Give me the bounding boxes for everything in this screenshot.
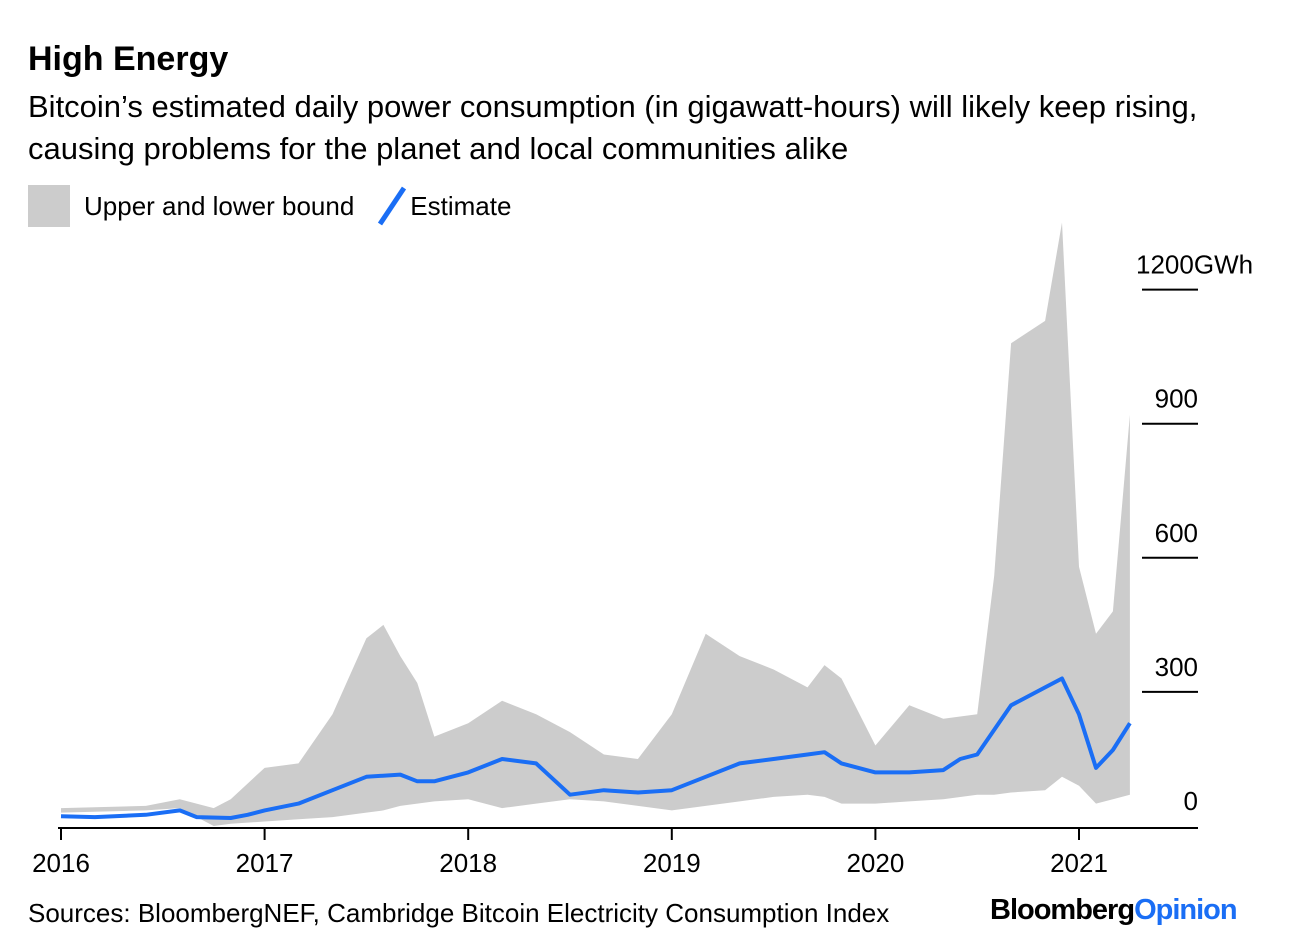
x-tick-label: 2020 bbox=[846, 848, 904, 878]
x-tick-label: 2016 bbox=[32, 848, 90, 878]
y-tick-label: 300 bbox=[1155, 652, 1198, 682]
band-area bbox=[61, 222, 1130, 826]
x-tick-label: 2019 bbox=[643, 848, 701, 878]
legend-line-label: Estimate bbox=[410, 190, 512, 221]
brand-logo: BloombergOpinion bbox=[990, 894, 1238, 927]
legend-line-swatch bbox=[378, 186, 407, 226]
y-tick-label: 900 bbox=[1155, 384, 1198, 414]
y-tick-label: 600 bbox=[1155, 518, 1198, 548]
x-tick-label: 2018 bbox=[439, 848, 497, 878]
chart-subtitle: Bitcoin’s estimated daily power consumpt… bbox=[28, 89, 1198, 166]
sources-note: Sources: BloombergNEF, Cambridge Bitcoin… bbox=[28, 898, 890, 928]
chart-title: High Energy bbox=[28, 40, 229, 78]
estimate-line bbox=[60, 676, 1132, 820]
legend: Upper and lower bound Estimate bbox=[28, 184, 511, 228]
legend-band-label: Upper and lower bound bbox=[84, 190, 355, 221]
brand-suffix: Opinion bbox=[1134, 894, 1238, 926]
y-tick-label: 0 bbox=[1184, 786, 1198, 816]
legend-band-swatch bbox=[28, 185, 70, 227]
brand-name: Bloomberg bbox=[990, 894, 1135, 926]
x-tick-label: 2021 bbox=[1050, 848, 1108, 878]
y-tick-label: 1200GWh bbox=[1136, 250, 1253, 280]
x-tick-label: 2017 bbox=[236, 848, 294, 878]
